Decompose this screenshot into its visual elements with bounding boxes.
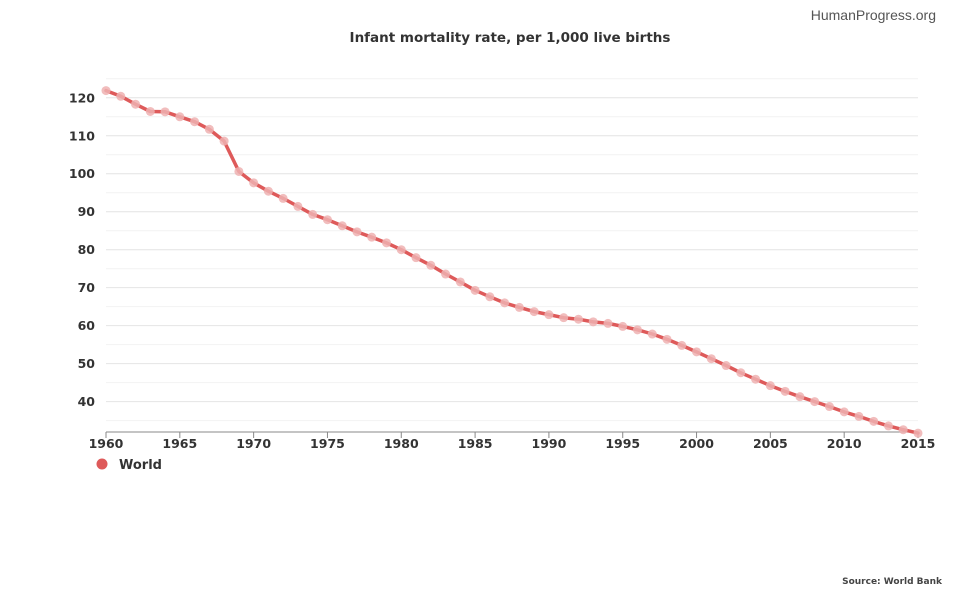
data-point-1998[interactable] <box>662 334 672 344</box>
x-tick-label: 1980 <box>384 436 419 451</box>
y-tick-label: 120 <box>69 90 95 105</box>
data-point-1980[interactable] <box>396 245 406 255</box>
data-point-2006[interactable] <box>780 386 790 396</box>
data-point-1969[interactable] <box>234 166 244 176</box>
data-point-1975[interactable] <box>322 215 332 225</box>
data-point-2003[interactable] <box>736 368 746 378</box>
x-tick-label: 1990 <box>532 436 567 451</box>
data-point-1988[interactable] <box>514 302 524 312</box>
y-tick-label: 40 <box>78 394 96 409</box>
data-point-1963[interactable] <box>145 106 155 116</box>
y-tick-label: 60 <box>78 318 96 333</box>
data-point-1982[interactable] <box>426 260 436 270</box>
data-point-1979[interactable] <box>382 238 392 248</box>
data-point-1995[interactable] <box>618 321 628 331</box>
data-point-1964[interactable] <box>160 107 170 117</box>
data-point-1983[interactable] <box>441 269 451 279</box>
data-point-1992[interactable] <box>573 314 583 324</box>
data-point-2014[interactable] <box>898 425 908 435</box>
x-tick-label: 2010 <box>827 436 862 451</box>
data-point-2008[interactable] <box>810 397 820 407</box>
data-point-2015[interactable] <box>913 428 923 438</box>
grid <box>106 78 918 422</box>
data-point-2000[interactable] <box>692 347 702 357</box>
y-tick-label: 80 <box>78 242 96 257</box>
legend-swatch-world <box>96 458 108 470</box>
data-point-2001[interactable] <box>706 354 716 364</box>
x-tick-label: 1960 <box>89 436 124 451</box>
data-point-1993[interactable] <box>588 317 598 327</box>
data-point-1987[interactable] <box>500 298 510 308</box>
data-point-1965[interactable] <box>175 112 185 122</box>
data-point-2011[interactable] <box>854 411 864 421</box>
data-point-1989[interactable] <box>529 307 539 317</box>
series-world <box>101 86 923 438</box>
x-tick-label: 2015 <box>901 436 936 451</box>
data-point-1978[interactable] <box>367 232 377 242</box>
y-tick-label: 110 <box>69 128 95 143</box>
data-point-1960[interactable] <box>101 86 111 96</box>
data-point-2007[interactable] <box>795 392 805 402</box>
legend-label-world: World <box>119 458 162 473</box>
y-axis: 40 50 60 70 80 90 100 110 120 <box>69 90 95 409</box>
data-point-2005[interactable] <box>765 381 775 391</box>
data-point-2012[interactable] <box>869 416 879 426</box>
data-point-1972[interactable] <box>278 193 288 203</box>
data-point-1966[interactable] <box>190 117 200 127</box>
x-tick-label: 1985 <box>458 436 493 451</box>
data-point-2002[interactable] <box>721 361 731 371</box>
legend[interactable]: World <box>96 458 162 473</box>
chart-title: Infant mortality rate, per 1,000 live bi… <box>349 30 671 46</box>
x-axis-ticks: 1960 1965 1970 1975 1980 1985 1990 1995 2000 2005… <box>89 432 936 451</box>
data-point-1994[interactable] <box>603 318 613 328</box>
data-point-1962[interactable] <box>131 99 141 109</box>
data-point-1981[interactable] <box>411 253 421 263</box>
data-point-2010[interactable] <box>839 407 849 417</box>
data-point-1991[interactable] <box>559 313 569 323</box>
x-tick-label: 1995 <box>605 436 640 451</box>
data-point-1985[interactable] <box>470 285 480 295</box>
x-tick-label: 1965 <box>162 436 197 451</box>
data-point-2004[interactable] <box>751 374 761 384</box>
data-point-2013[interactable] <box>883 421 893 431</box>
data-point-1968[interactable] <box>219 136 229 146</box>
data-point-2009[interactable] <box>824 402 834 412</box>
watermark: HumanProgress.org <box>810 7 936 23</box>
source-credit: Source: World Bank <box>842 577 942 587</box>
data-point-1973[interactable] <box>293 201 303 211</box>
data-point-1986[interactable] <box>485 292 495 302</box>
data-point-1961[interactable] <box>116 91 126 101</box>
data-point-1999[interactable] <box>677 340 687 350</box>
data-point-1967[interactable] <box>204 124 214 134</box>
y-tick-label: 100 <box>69 166 95 181</box>
data-point-1974[interactable] <box>308 209 318 219</box>
data-point-1971[interactable] <box>263 186 273 196</box>
y-tick-label: 70 <box>78 280 96 295</box>
data-point-1976[interactable] <box>337 221 347 231</box>
data-point-1990[interactable] <box>544 310 554 320</box>
data-point-1996[interactable] <box>632 325 642 335</box>
x-tick-label: 2005 <box>753 436 788 451</box>
x-tick-label: 2000 <box>679 436 714 451</box>
data-point-1977[interactable] <box>352 227 362 237</box>
data-point-1997[interactable] <box>647 329 657 339</box>
x-tick-label: 1970 <box>236 436 271 451</box>
x-tick-label: 1975 <box>310 436 345 451</box>
y-tick-label: 90 <box>78 204 96 219</box>
data-point-1970[interactable] <box>249 178 259 188</box>
data-point-1984[interactable] <box>455 277 465 287</box>
y-tick-label: 50 <box>78 356 96 371</box>
